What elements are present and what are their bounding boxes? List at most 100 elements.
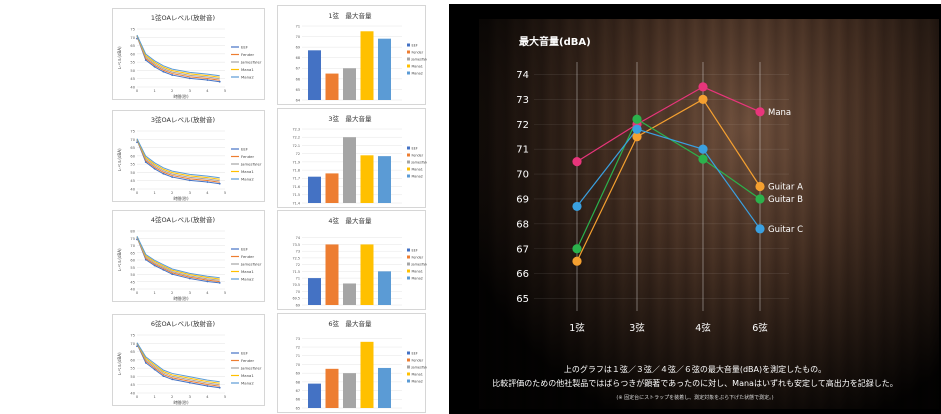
bar-mana1: [360, 31, 374, 101]
legend-swatch: [407, 71, 410, 75]
y-tick-label: 70: [130, 36, 135, 40]
y-tick-label: 45: [130, 77, 135, 81]
data-point: [572, 201, 582, 212]
series-marker: [144, 361, 147, 364]
y-tick-label: 71: [296, 276, 300, 280]
series-line-mana2: [136, 236, 220, 279]
x-tick-label: 4弦: [695, 322, 711, 334]
y-tick-label: 75: [130, 334, 135, 338]
bar-jamestyler: [343, 283, 356, 305]
series-marker: [171, 74, 174, 76]
y-tick-label: 72: [296, 263, 300, 267]
bar-eef: [308, 383, 321, 408]
legend-swatch: [407, 146, 410, 150]
series-marker: [188, 381, 191, 384]
legend-swatch: [407, 276, 410, 280]
bar-mana2: [378, 156, 391, 203]
series-marker: [218, 282, 221, 284]
y-tick-label: 71.4: [292, 201, 300, 205]
bar-chart-title: 6弦 最大音量: [328, 319, 372, 328]
y-tick-label: 66: [296, 77, 300, 81]
y-tick-label: 72.1: [292, 144, 300, 148]
series-marker: [188, 179, 191, 182]
y-tick-label: 40: [130, 86, 135, 90]
y-tick-label: 45: [130, 280, 135, 284]
series-line-jamestyler: [136, 343, 220, 386]
series-marker: [218, 386, 221, 389]
series-line-mana1: [136, 236, 220, 280]
legend-label: Fender: [241, 254, 254, 259]
x-tick-label: 2: [171, 89, 173, 93]
series-marker: [162, 70, 165, 73]
y-tick-label: 60: [130, 154, 135, 158]
series-marker: [218, 182, 221, 185]
bar-eef: [308, 50, 321, 100]
y-tick-label: 50: [130, 69, 135, 73]
bar-fender: [325, 244, 339, 305]
legend-swatch: [407, 351, 410, 355]
bar-chart-1: 1弦 最大音量 64 65 66 67 68 69 70 71 EEF Fender JamesTyl…: [277, 5, 427, 105]
x-axis-label: 時間(秒): [173, 399, 189, 405]
legend-label: EEF: [241, 146, 248, 151]
legend-label: Mana2: [412, 174, 423, 178]
x-tick-label: 1弦: [569, 322, 585, 334]
bar-mana2: [378, 38, 391, 100]
x-axis-label: 時間(秒): [173, 195, 189, 201]
legend-label: EEF: [412, 351, 418, 355]
bar-fender: [325, 73, 339, 100]
x-tick-label: 2: [171, 291, 173, 295]
series-marker: [153, 368, 156, 371]
series-line-eef: [136, 237, 220, 284]
series-line-fender: [136, 236, 220, 283]
y-tick-label: 72: [516, 120, 529, 131]
bar-chart-title: 4弦 最大音量: [328, 216, 372, 225]
y-tick-label: 73.5: [292, 243, 300, 247]
data-point: [755, 181, 765, 192]
bar-mana2: [378, 271, 391, 305]
series-marker: [171, 273, 174, 276]
bar-chart-title: 1弦 最大音量: [328, 11, 372, 20]
legend-label: Fender: [241, 154, 254, 159]
line-chart-1: 1弦OAレベル(放射音) 40 45 50 55 60 65 70 75 0 1 2 3 4 5 時間(秒) レ…: [112, 8, 265, 100]
line-chart-title: 6弦OAレベル(放射音): [151, 319, 215, 328]
x-tick-label: 4: [206, 191, 209, 195]
line-chart-title: 4弦OAレベル(放射音): [151, 215, 215, 224]
legend-swatch: [407, 174, 410, 178]
bar-chart-title: 3弦 最大音量: [328, 114, 372, 123]
bar-chart-4: 6弦 最大音量 65 66 67 68 69 70 71 72 73 EEF Fender JamesT…: [277, 313, 427, 413]
y-tick-label: 60: [130, 52, 135, 56]
bar-fender: [325, 368, 339, 408]
y-axis-label: レベル(dBA): [117, 248, 122, 272]
x-tick-label: 5: [224, 191, 226, 195]
data-point: [698, 82, 708, 92]
bar-eef: [308, 278, 321, 305]
legend-label: Mana2: [412, 276, 423, 280]
y-tick-label: 80: [130, 230, 135, 234]
y-tick-label: 55: [130, 266, 135, 270]
series-marker: [136, 345, 138, 348]
y-tick-label: 71.8: [292, 169, 300, 173]
x-tick-label: 4: [206, 291, 209, 295]
y-tick-label: 75: [130, 237, 135, 241]
series-marker: [218, 80, 221, 83]
series-marker: [188, 277, 191, 280]
x-tick-label: 6弦: [752, 322, 768, 334]
y-tick-label: 68: [296, 380, 300, 384]
y-tick-label: 60: [130, 358, 135, 362]
x-tick-label: 2: [171, 395, 173, 399]
x-axis-label: 時間(秒): [173, 295, 189, 301]
data-point: [698, 144, 708, 154]
data-point: [572, 157, 582, 167]
line-chart-title: 3弦OAレベル(放射音): [151, 115, 215, 124]
y-tick-label: 40: [130, 392, 135, 396]
bar-mana2: [378, 367, 391, 408]
series-line-jamestyler: [136, 236, 220, 281]
legend-label: Mana1: [241, 269, 254, 274]
series-marker: [162, 172, 165, 175]
y-tick-label: 70: [130, 244, 135, 248]
legend-swatch: [407, 160, 410, 164]
y-tick-label: 65: [296, 88, 300, 92]
x-axis-label: 時間(秒): [173, 93, 189, 99]
legend-label: JamesTyler: [240, 161, 262, 166]
series-line-eef: [136, 343, 220, 389]
